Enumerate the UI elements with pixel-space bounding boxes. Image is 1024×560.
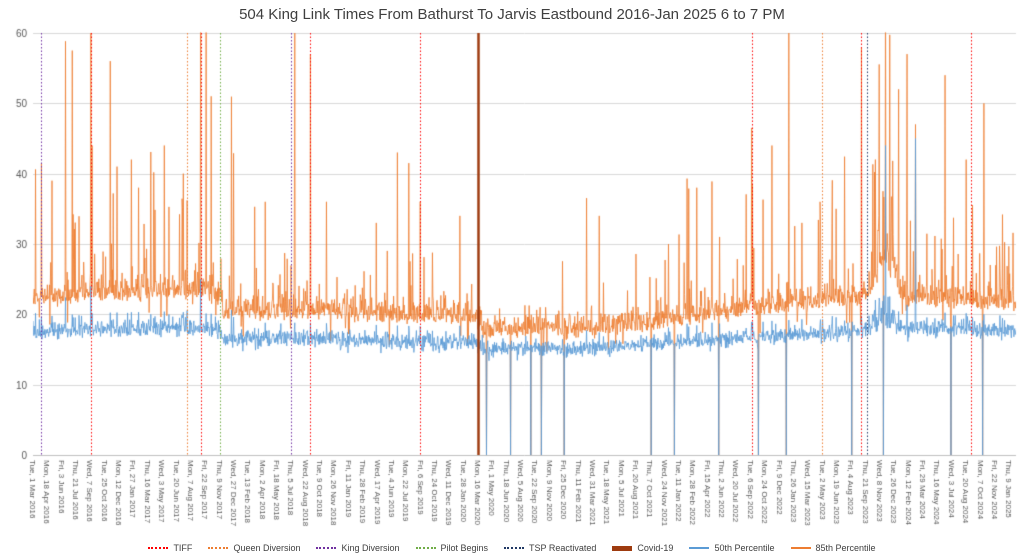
legend-swatch-dotted xyxy=(316,547,337,549)
chart-legend: TIFF Queen Diversion King Diversion Pilot B… xyxy=(0,539,1024,557)
legend-swatch-dotted xyxy=(504,547,525,549)
legend-item-tsp-reactivated: TSP Reactivated xyxy=(504,543,596,553)
legend-label: 50th Percentile xyxy=(714,543,775,553)
legend-swatch-dotted xyxy=(415,547,436,549)
legend-item-king-diversion: King Diversion xyxy=(316,543,400,553)
legend-swatch-dotted xyxy=(208,547,229,549)
legend-label: TSP Reactivated xyxy=(529,543,597,553)
legend-item-queen-diversion: Queen Diversion xyxy=(208,543,300,553)
legend-item-covid-19: Covid-19 xyxy=(612,543,673,553)
legend-swatch-thick xyxy=(612,545,633,551)
legend-swatch-line xyxy=(790,546,811,550)
legend-item-85th-percentile: 85th Percentile xyxy=(790,543,876,553)
legend-item-pilot-begins: Pilot Begins xyxy=(415,543,489,553)
legend-item-50th-percentile: 50th Percentile xyxy=(689,543,775,553)
legend-label: 85th Percentile xyxy=(815,543,876,553)
chart-canvas xyxy=(0,0,1024,538)
legend-label: King Diversion xyxy=(341,543,400,553)
legend-swatch-line xyxy=(689,546,710,550)
legend-label: Pilot Begins xyxy=(440,543,489,553)
legend-label: TIFF xyxy=(173,543,193,553)
legend-item-tiff: TIFF xyxy=(148,543,192,553)
legend-label: Queen Diversion xyxy=(233,543,301,553)
legend-swatch-dotted xyxy=(148,547,169,549)
legend-label: Covid-19 xyxy=(637,543,674,553)
